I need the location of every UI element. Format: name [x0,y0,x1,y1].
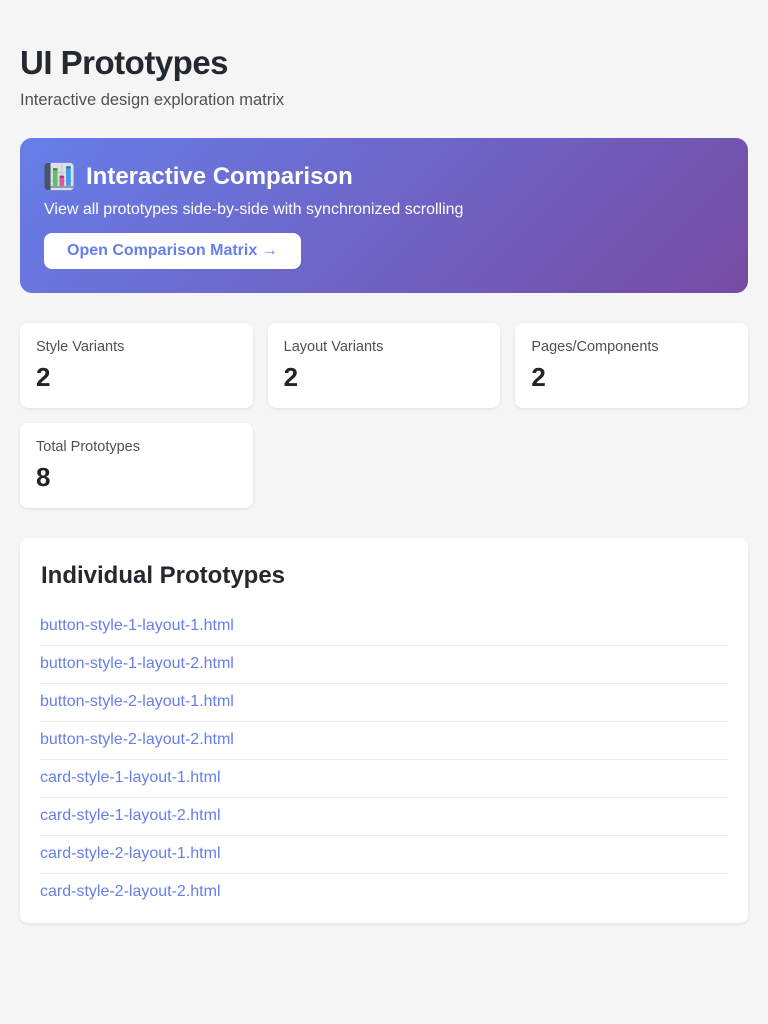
page-subtitle: Interactive design exploration matrix [20,91,285,109]
list-item: button-style-2-layout-1.html [40,684,728,722]
stat-label: Pages/Components [531,339,659,355]
stat-card-layout-variants: Layout Variants 2 [267,323,501,408]
stat-card-pages-components: Pages/Components 2 [515,323,748,408]
list-item: card-style-2-layout-2.html [40,874,728,911]
open-comparison-matrix-button[interactable]: Open Comparison Matrix → [44,233,301,269]
prototype-link[interactable]: card-style-1-layout-1.html [40,769,221,786]
comparison-banner: Interactive Comparison View all prototyp… [20,138,748,293]
stat-card-total-prototypes: Total Prototypes 8 [20,423,253,508]
stat-value: 2 [283,362,299,392]
stat-label: Layout Variants [283,339,384,355]
stat-label: Style Variants [36,339,125,355]
banner-title: Interactive Comparison [86,162,353,190]
stat-value: 2 [531,362,546,392]
individual-prototypes-card: Individual Prototypes button-style-1-lay… [20,538,748,923]
prototype-link[interactable]: button-style-1-layout-2.html [40,655,234,672]
stats-grid: Style Variants 2 Layout Variants 2 Pages… [20,323,748,508]
list-item: button-style-2-layout-2.html [40,722,728,760]
stat-label: Total Prototypes [36,439,140,455]
list-item: card-style-2-layout-1.html [40,836,728,874]
banner-title-row: Interactive Comparison [44,162,724,191]
bar-chart-icon [44,162,74,191]
prototype-link[interactable]: card-style-1-layout-2.html [40,807,221,824]
stat-card-style-variants: Style Variants 2 [20,323,253,408]
list-item: card-style-1-layout-2.html [40,798,728,836]
stat-value: 2 [36,362,51,392]
individual-prototypes-heading: Individual Prototypes [41,562,286,589]
prototype-link[interactable]: card-style-2-layout-2.html [40,883,221,900]
prototype-link[interactable]: button-style-2-layout-1.html [40,693,234,710]
banner-description: View all prototypes side-by-side with sy… [44,201,464,218]
prototype-list: button-style-1-layout-1.html button-styl… [40,608,728,911]
prototype-link[interactable]: card-style-2-layout-1.html [40,845,221,862]
page-header: UI Prototypes Interactive design explora… [20,44,748,110]
stat-value: 8 [36,462,51,492]
list-item: card-style-1-layout-1.html [40,760,728,798]
prototype-link[interactable]: button-style-1-layout-1.html [40,617,234,634]
prototype-link[interactable]: button-style-2-layout-2.html [40,731,234,748]
list-item: button-style-1-layout-2.html [40,646,728,684]
page-title: UI Prototypes [20,44,229,81]
list-item: button-style-1-layout-1.html [40,608,728,646]
